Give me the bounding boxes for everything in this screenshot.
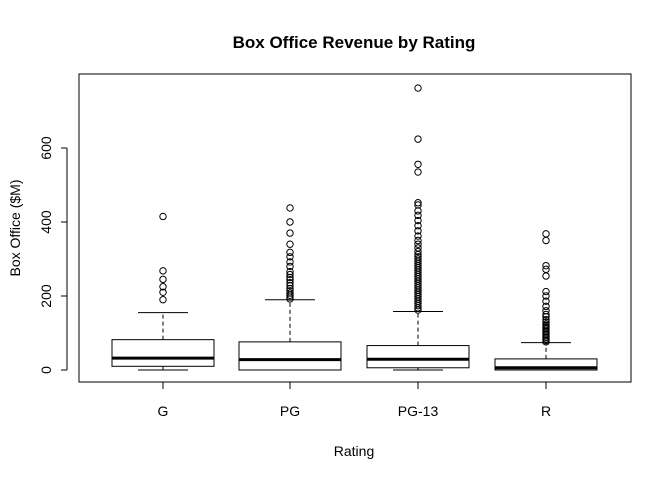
box-iqr: [494, 358, 598, 371]
outlier-point: [159, 283, 167, 291]
box-g: [111, 212, 215, 371]
chart-title: Box Office Revenue by Rating: [233, 33, 476, 52]
outlier-point: [542, 302, 550, 311]
outlier-point: [286, 218, 294, 226]
outlier-point: [542, 315, 550, 324]
outlier-point: [286, 253, 294, 261]
outlier-point: [542, 297, 550, 305]
outlier-point: [286, 240, 294, 248]
box-iqr: [238, 341, 342, 371]
x-axis-label: Rating: [334, 443, 374, 459]
outlier-point: [414, 247, 422, 256]
outlier-point: [542, 292, 550, 300]
x-axis: G PG PG-13 R: [158, 381, 551, 419]
outlier-point: [414, 253, 422, 261]
outlier-point: [542, 230, 550, 238]
outlier-point: [414, 199, 422, 207]
outlier-point: [542, 318, 550, 326]
box-iqr: [366, 345, 470, 369]
box-pg: [238, 204, 342, 371]
outlier-point: [414, 255, 422, 263]
y-axis: 0 200 400 600: [38, 136, 68, 374]
outlier-point: [414, 160, 422, 168]
outlier-point: [159, 212, 167, 221]
outlier-point: [414, 201, 422, 209]
y-axis-label: Box Office ($M): [7, 180, 23, 277]
outlier-point: [542, 236, 550, 245]
outlier-point: [414, 168, 422, 176]
x-tick-label: G: [158, 403, 169, 419]
outlier-point: [286, 248, 294, 257]
outlier-point: [414, 236, 422, 245]
outlier-point: [286, 278, 294, 287]
boxes-group: [111, 84, 598, 371]
outlier-point: [159, 275, 167, 284]
outlier-point: [286, 262, 294, 271]
outlier-point: [414, 227, 422, 235]
outlier-point: [286, 287, 294, 295]
box-r: [494, 230, 598, 371]
outlier-point: [414, 84, 422, 92]
outlier-point: [286, 276, 294, 284]
outlier-point: [286, 204, 294, 212]
outlier-point: [414, 244, 422, 252]
outlier-point: [542, 310, 550, 319]
outlier-point: [414, 232, 422, 240]
outlier-point: [542, 265, 550, 274]
outlier-point: [414, 211, 422, 220]
x-tick-label: PG: [280, 403, 300, 419]
y-tick-label: 400: [38, 210, 54, 234]
y-tick-label: 600: [38, 136, 54, 160]
outlier-point: [286, 270, 294, 279]
outlier-point: [542, 307, 550, 315]
box-pg-13: [366, 84, 470, 371]
outlier-point: [542, 261, 550, 270]
outlier-point: [414, 135, 422, 143]
outlier-point: [286, 258, 294, 266]
outlier-point: [542, 320, 550, 328]
outlier-point: [286, 229, 294, 237]
x-tick-label: R: [541, 403, 551, 419]
outlier-point: [159, 267, 167, 275]
x-tick-label: PG-13: [398, 403, 439, 419]
outlier-point: [159, 296, 167, 304]
outlier-point: [414, 216, 422, 225]
box-iqr: [111, 339, 215, 367]
outlier-point: [542, 272, 550, 280]
outlier-point: [286, 267, 294, 276]
outlier-point: [414, 240, 422, 248]
y-tick-label: 0: [38, 366, 54, 374]
outlier-point: [286, 289, 294, 297]
outlier-point: [159, 288, 167, 296]
outlier-point: [414, 222, 422, 230]
outlier-point: [542, 287, 550, 296]
y-tick-label: 200: [38, 284, 54, 308]
